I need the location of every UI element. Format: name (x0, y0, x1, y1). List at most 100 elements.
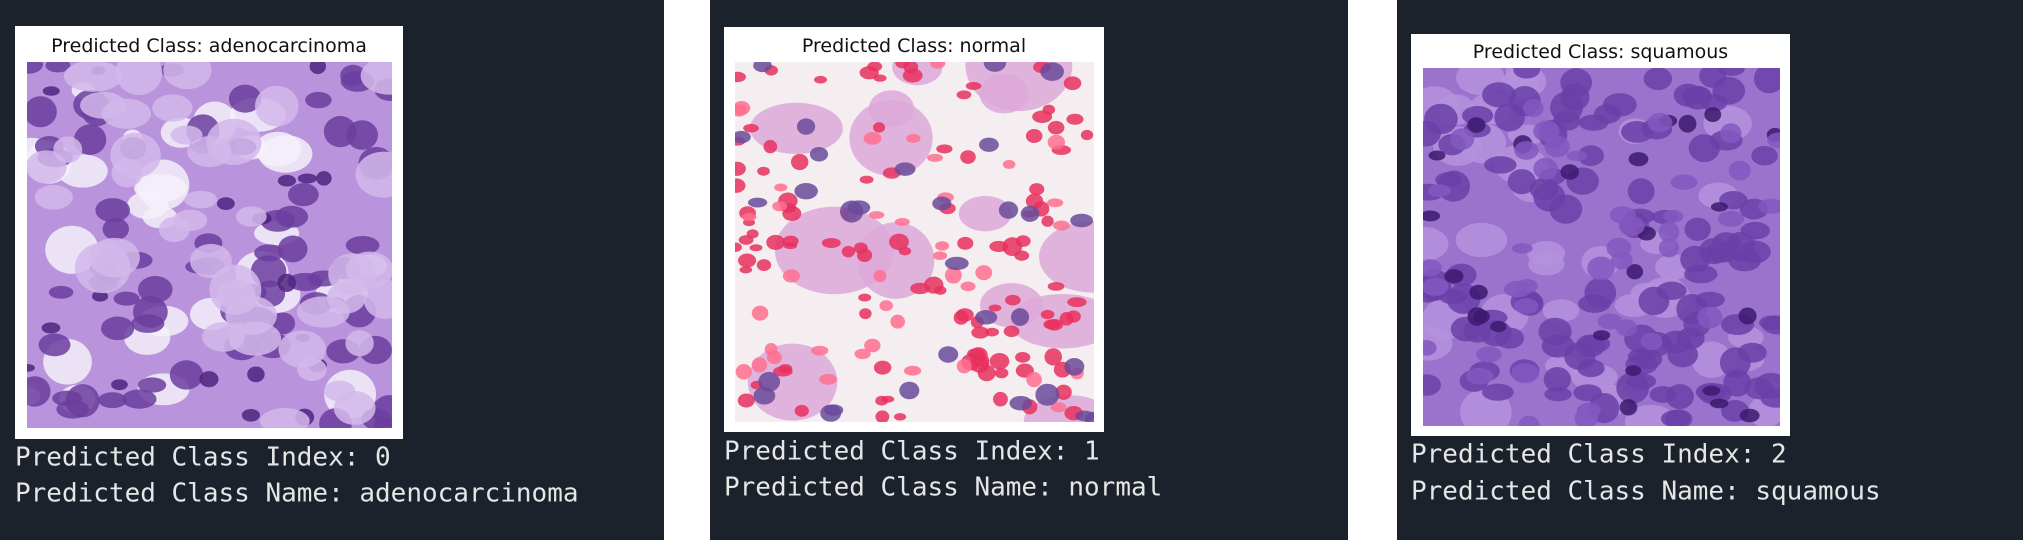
cell (1751, 145, 1778, 166)
cell (859, 66, 879, 80)
cell (1009, 396, 1033, 411)
cell (971, 326, 990, 339)
cell (903, 365, 922, 376)
cell (1542, 299, 1580, 323)
cell (868, 90, 915, 128)
cell (1455, 222, 1508, 258)
cell (190, 243, 232, 279)
tissue-image (1423, 68, 1780, 426)
cell (1541, 334, 1575, 358)
cell (747, 197, 768, 208)
cell (735, 363, 752, 380)
cell (101, 98, 152, 129)
cell (27, 376, 51, 407)
cell (1423, 259, 1442, 277)
prediction-panel: Predicted Class: normal Predicted Class I… (724, 27, 1162, 503)
cell (735, 104, 747, 117)
cell (875, 410, 890, 422)
cell (998, 201, 1019, 219)
cell (1035, 383, 1060, 406)
cell (758, 371, 781, 392)
cell (879, 300, 894, 312)
cell (1738, 307, 1757, 325)
cell (753, 387, 776, 405)
output-line: Predicted Class Index: 0 (15, 443, 391, 473)
cell (821, 237, 841, 248)
cell (1574, 408, 1599, 426)
cell (1052, 220, 1070, 231)
cell (1490, 320, 1507, 333)
cell (741, 213, 757, 221)
cell (1744, 377, 1774, 400)
cell (841, 245, 856, 258)
cell (868, 211, 885, 219)
cell (27, 62, 43, 74)
cell (122, 389, 157, 409)
cell (34, 184, 73, 210)
cell (199, 371, 219, 388)
cell (41, 322, 61, 334)
cell (1014, 250, 1030, 261)
cell (127, 191, 169, 220)
cell (1628, 152, 1649, 167)
cell (1577, 145, 1604, 166)
cell (1423, 374, 1441, 396)
cell (953, 310, 969, 325)
cell (735, 178, 746, 193)
cell (975, 265, 993, 281)
cell (277, 235, 308, 263)
cell (1625, 365, 1642, 376)
cell (360, 62, 392, 95)
cell (1710, 202, 1728, 212)
cell (277, 273, 297, 292)
cell (131, 314, 165, 333)
cell (1717, 210, 1745, 227)
cell (1040, 62, 1064, 81)
cell (250, 255, 287, 288)
cell (48, 285, 74, 299)
cell (1469, 284, 1488, 300)
cell (889, 233, 909, 251)
cell (1050, 402, 1067, 413)
cell (254, 131, 302, 167)
cell (1739, 240, 1771, 264)
cell (1003, 325, 1020, 338)
cell (1728, 160, 1751, 181)
cell (1423, 120, 1441, 147)
cell (1507, 169, 1536, 195)
cell (1656, 281, 1687, 300)
cell (735, 130, 751, 144)
cell (206, 118, 262, 166)
cell (235, 206, 267, 227)
cell (763, 139, 778, 154)
cell (1762, 315, 1780, 335)
cell (247, 366, 265, 383)
cell (1684, 264, 1718, 284)
cell (27, 150, 67, 184)
cell (1046, 198, 1064, 208)
cell (1609, 206, 1637, 224)
cell (975, 310, 998, 325)
cell (737, 393, 755, 408)
cell (932, 251, 948, 261)
cell (1640, 332, 1663, 351)
cell (1075, 410, 1094, 422)
cell (756, 259, 772, 272)
figure-title: Predicted Class: normal (802, 35, 1026, 57)
cell (1481, 383, 1514, 401)
cell (323, 116, 357, 148)
cell (1619, 399, 1638, 416)
cell (1503, 280, 1532, 298)
prediction-panel: Predicted Class: squamous Predicted Class… (1411, 34, 1881, 507)
cell (1663, 209, 1684, 223)
cell (1063, 76, 1082, 91)
cell (287, 183, 319, 207)
cell (1528, 252, 1565, 276)
cell (957, 236, 974, 250)
cell (328, 253, 377, 296)
cell (1627, 348, 1656, 365)
cell (1740, 221, 1770, 240)
cell (766, 234, 785, 251)
cell (923, 276, 944, 294)
cell (297, 358, 327, 382)
